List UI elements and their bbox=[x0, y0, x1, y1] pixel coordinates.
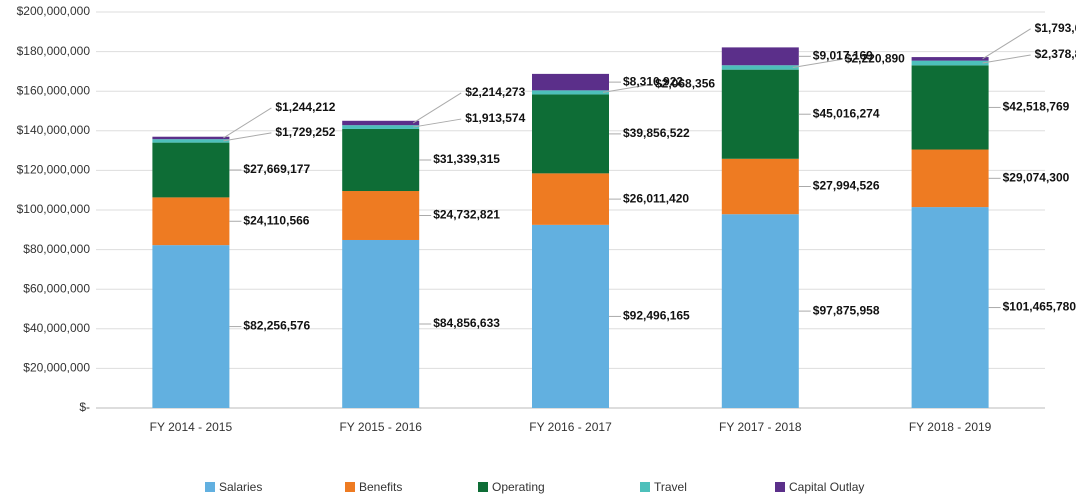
legend-label: Capital Outlay bbox=[789, 480, 864, 494]
data-label: $24,110,566 bbox=[243, 213, 309, 227]
data-label: $1,729,252 bbox=[275, 125, 335, 139]
leader-line bbox=[412, 92, 462, 124]
data-label: $82,256,576 bbox=[243, 319, 310, 333]
bar-segment bbox=[532, 90, 609, 95]
legend-swatch bbox=[345, 482, 355, 492]
data-label: $2,220,890 bbox=[845, 52, 905, 66]
legend-swatch bbox=[205, 482, 215, 492]
data-label: $1,913,574 bbox=[465, 111, 525, 125]
y-tick-label: $60,000,000 bbox=[23, 281, 90, 295]
bar-segment bbox=[342, 125, 420, 129]
bar-segment bbox=[532, 224, 609, 408]
bar-segment bbox=[532, 94, 609, 174]
bar-segment bbox=[532, 173, 609, 225]
bar-segment bbox=[152, 245, 230, 408]
legend-label: Benefits bbox=[359, 480, 402, 494]
y-tick-label: $180,000,000 bbox=[17, 44, 91, 58]
bar-segment bbox=[911, 65, 989, 150]
leader-line bbox=[223, 107, 272, 139]
leader-line bbox=[223, 132, 272, 142]
leader-line bbox=[792, 58, 841, 68]
leader-line bbox=[982, 28, 1031, 60]
leader-line bbox=[982, 54, 1031, 64]
bar-segment bbox=[721, 47, 799, 66]
y-tick-label: $160,000,000 bbox=[17, 83, 91, 97]
bar-segment bbox=[532, 73, 609, 91]
bar-segment bbox=[721, 65, 799, 70]
x-tick-label: FY 2016 - 2017 bbox=[529, 420, 612, 434]
y-tick-label: $- bbox=[79, 400, 90, 414]
data-label: $27,669,177 bbox=[243, 162, 310, 176]
data-label: $29,074,300 bbox=[1003, 170, 1070, 184]
data-label: $2,214,273 bbox=[465, 85, 525, 99]
bar-segment bbox=[911, 149, 989, 208]
legend-label: Operating bbox=[492, 480, 545, 494]
data-label: $84,856,633 bbox=[433, 316, 500, 330]
bar-segment bbox=[911, 60, 989, 66]
bar-segment bbox=[342, 239, 420, 408]
y-tick-label: $100,000,000 bbox=[17, 202, 91, 216]
data-label: $45,016,274 bbox=[813, 106, 880, 120]
leader-line bbox=[413, 118, 462, 128]
data-label: $101,465,780 bbox=[1003, 300, 1076, 314]
bar-segment bbox=[721, 158, 799, 215]
x-tick-label: FY 2017 - 2018 bbox=[719, 420, 802, 434]
data-label: $26,011,420 bbox=[623, 191, 689, 205]
data-label: $1,793,628 bbox=[1035, 21, 1076, 35]
bar-segment bbox=[342, 128, 420, 192]
legend-label: Travel bbox=[654, 480, 687, 494]
bar-segment bbox=[152, 142, 230, 198]
data-label: $27,994,526 bbox=[813, 179, 880, 193]
legend-swatch bbox=[478, 482, 488, 492]
data-label: $1,244,212 bbox=[275, 100, 335, 114]
bar-segment bbox=[721, 214, 799, 408]
data-label: $39,856,522 bbox=[623, 126, 690, 140]
data-label: $31,339,315 bbox=[433, 152, 500, 166]
x-tick-label: FY 2014 - 2015 bbox=[150, 420, 233, 434]
y-tick-label: $200,000,000 bbox=[17, 4, 91, 18]
data-label: $97,875,958 bbox=[813, 303, 880, 317]
y-tick-label: $40,000,000 bbox=[23, 321, 90, 335]
legend-swatch bbox=[640, 482, 650, 492]
data-label: $9,017,169 bbox=[813, 48, 873, 62]
bar-segment bbox=[342, 120, 420, 126]
y-tick-label: $120,000,000 bbox=[17, 163, 91, 177]
data-label: $42,518,769 bbox=[1003, 100, 1070, 114]
legend-swatch bbox=[775, 482, 785, 492]
data-label: $2,068,356 bbox=[655, 77, 715, 91]
bar-segment bbox=[911, 207, 989, 408]
y-tick-label: $20,000,000 bbox=[23, 361, 90, 375]
bar-segment bbox=[152, 197, 230, 246]
bar-segment bbox=[721, 69, 799, 159]
data-label: $2,378,838 bbox=[1035, 47, 1076, 61]
bar-segment bbox=[152, 136, 230, 140]
leader-line bbox=[602, 83, 652, 93]
legend-label: Salaries bbox=[219, 480, 262, 494]
bar-segment bbox=[342, 191, 420, 240]
y-tick-label: $140,000,000 bbox=[17, 123, 91, 137]
bar-segment bbox=[911, 57, 989, 61]
x-tick-label: FY 2018 - 2019 bbox=[909, 420, 992, 434]
x-tick-label: FY 2015 - 2016 bbox=[339, 420, 422, 434]
data-label: $24,732,821 bbox=[433, 208, 500, 222]
data-label: $8,310,922 bbox=[623, 74, 683, 88]
bar-segment bbox=[152, 139, 230, 143]
data-label: $92,496,165 bbox=[623, 309, 690, 323]
y-tick-label: $80,000,000 bbox=[23, 242, 90, 256]
